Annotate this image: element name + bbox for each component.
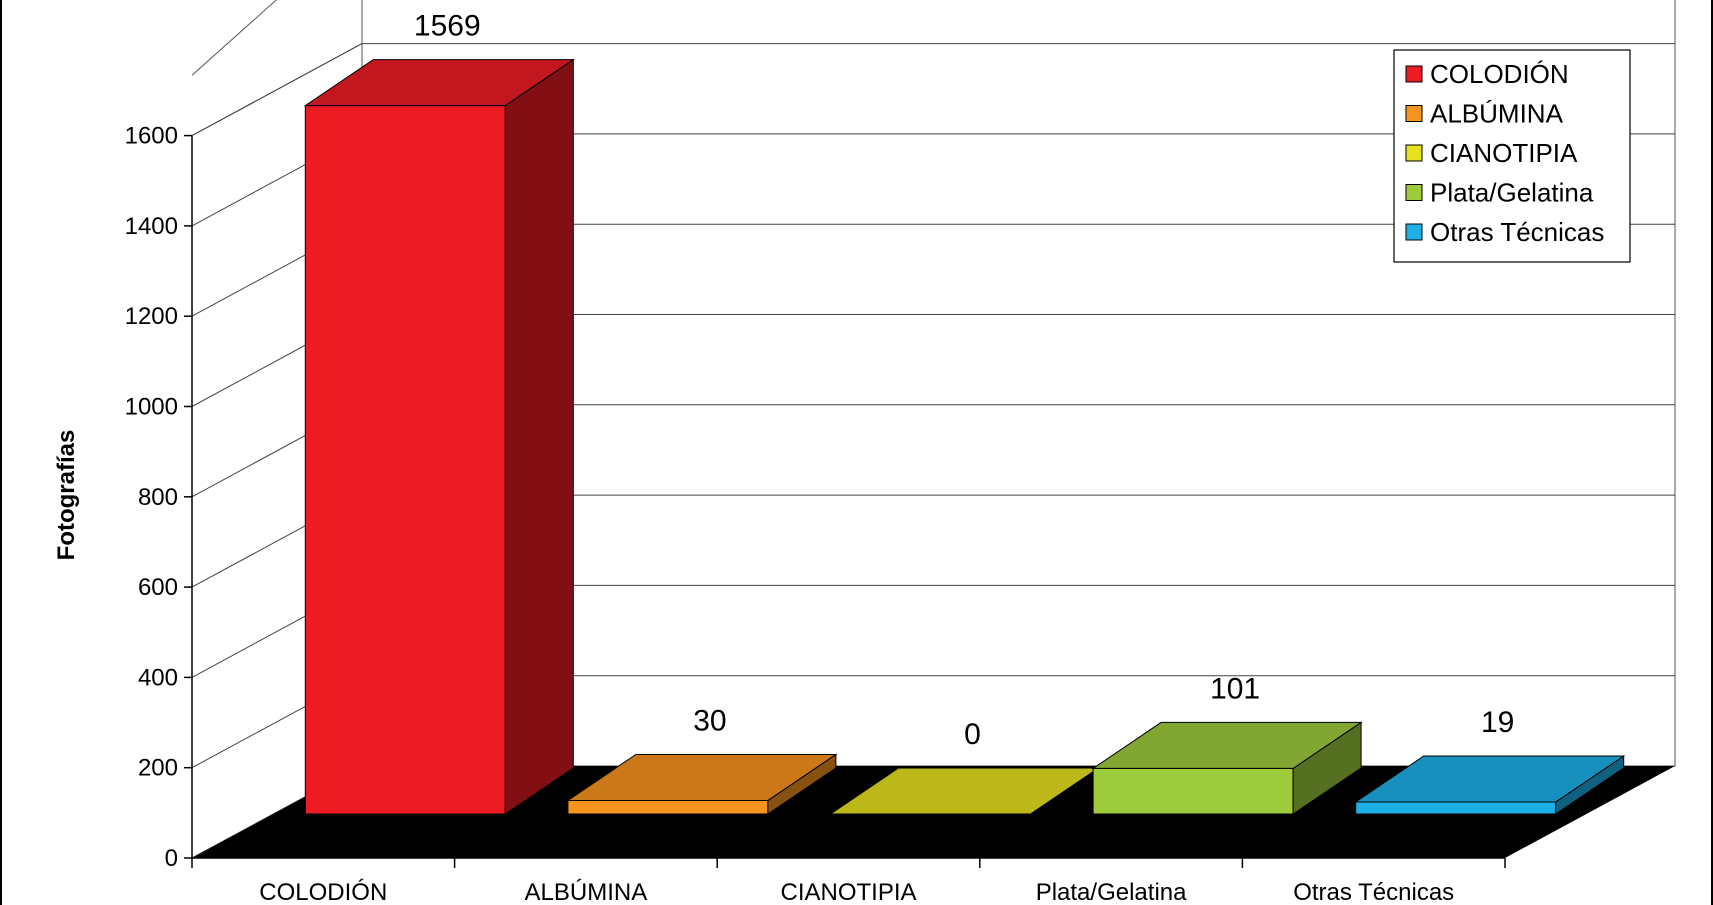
bar-5 bbox=[1354, 755, 1626, 815]
legend-swatch bbox=[1405, 184, 1423, 201]
legend-label: ALBÚMINA bbox=[1430, 99, 1564, 129]
legend-label: Otras Técnicas bbox=[1430, 217, 1604, 247]
x-tick-label: COLODIÓN bbox=[259, 879, 387, 905]
data-labels: 1569 30 0 101 19 bbox=[414, 10, 1514, 751]
x-axis: COLODIÓN ALBÚMINA CIANOTIPIA Plata/Gelatina… bbox=[191, 857, 1506, 905]
data-label: 0 bbox=[964, 718, 981, 751]
y-tick-label: 200 bbox=[138, 755, 178, 782]
legend: COLODIÓN ALBÚMINA CIANOTIPIA Plata/Gelatina… bbox=[1393, 49, 1631, 263]
bar-side bbox=[504, 58, 574, 815]
y-tick-label: 1200 bbox=[125, 303, 178, 330]
y-tick-label: 1000 bbox=[125, 394, 178, 421]
legend-box bbox=[1393, 49, 1631, 263]
legend-label: COLODIÓN bbox=[1430, 59, 1569, 89]
legend-swatch bbox=[1405, 65, 1423, 83]
data-label: 19 bbox=[1481, 706, 1514, 739]
bar-front bbox=[1092, 767, 1294, 815]
x-tick-label: Plata/Gelatina bbox=[1036, 879, 1187, 905]
bars bbox=[303, 58, 1626, 815]
data-label: 1569 bbox=[414, 10, 481, 43]
y-tick-label: 800 bbox=[138, 484, 178, 511]
y-tick-label: 1400 bbox=[125, 213, 178, 240]
bar-front bbox=[1355, 801, 1557, 815]
x-tick-label: CIANOTIPIA bbox=[780, 879, 916, 905]
data-label: 30 bbox=[693, 704, 726, 737]
y-tick-label: 1600 bbox=[125, 123, 178, 150]
y-tick-label: 600 bbox=[138, 574, 178, 601]
bar-top bbox=[1091, 721, 1363, 769]
x-tick-label: ALBÚMINA bbox=[525, 879, 648, 905]
bar-top bbox=[303, 59, 575, 107]
x-tick-label: Otras Técnicas bbox=[1293, 879, 1454, 905]
y-tick-label: 0 bbox=[165, 845, 178, 872]
bar-2 bbox=[566, 753, 838, 815]
y-axis-title: Fotografías bbox=[53, 430, 80, 561]
bar-front bbox=[567, 799, 769, 815]
bar-4 bbox=[1091, 721, 1363, 815]
y-tick-label: 400 bbox=[138, 664, 178, 691]
data-label: 101 bbox=[1210, 672, 1260, 705]
left-wall-top-edge bbox=[191, 0, 277, 76]
bar-top bbox=[566, 753, 838, 801]
legend-swatch bbox=[1405, 144, 1423, 162]
bar-1 bbox=[303, 58, 575, 815]
gridline-left-1600 bbox=[191, 43, 363, 137]
bar-front bbox=[304, 105, 506, 815]
bar-top bbox=[1354, 755, 1626, 803]
y-axis: 0 200 400 600 800 1000 1200 1400 1600 bbox=[125, 123, 193, 872]
legend-swatch bbox=[1405, 223, 1423, 241]
legend-label: CIANOTIPIA bbox=[1430, 138, 1578, 168]
legend-swatch bbox=[1405, 105, 1423, 122]
legend-label: Plata/Gelatina bbox=[1430, 178, 1594, 208]
